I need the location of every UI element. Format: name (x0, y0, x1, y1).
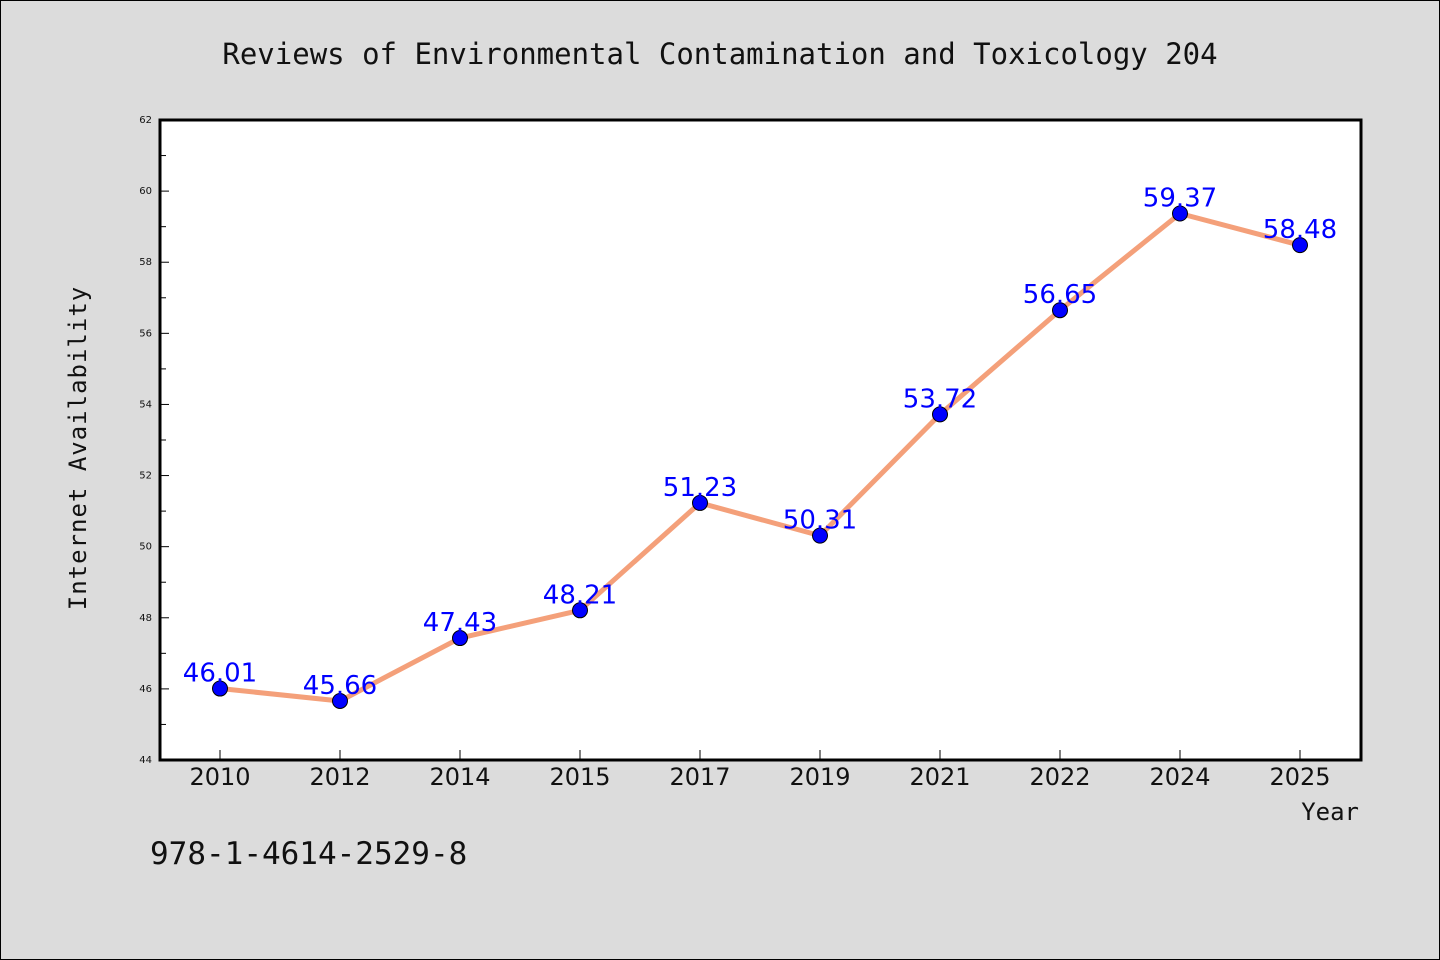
x-tick-label: 2010 (189, 763, 250, 791)
x-tick-label: 2012 (309, 763, 370, 791)
y-tick-label: 54 (139, 399, 152, 410)
data-label: 56.65 (1023, 280, 1097, 310)
x-tick-label: 2014 (429, 763, 490, 791)
data-label: 50.31 (783, 506, 857, 536)
data-label: 58.48 (1263, 215, 1337, 245)
data-point-marker (452, 630, 468, 647)
isbn-annotation: 978-1-4614-2529-8 (150, 836, 467, 872)
x-tick-label: 2021 (909, 763, 970, 791)
data-point-marker (212, 680, 228, 697)
y-tick-label: 60 (139, 186, 152, 197)
data-point-marker (932, 406, 948, 423)
data-point-marker (332, 692, 348, 709)
y-tick-label: 50 (139, 542, 152, 553)
x-axis-ticks: 2010 2012 2014 2015 2017 2019 2021 2022 2024 2025 (189, 750, 1331, 791)
x-tick-label: 2017 (669, 763, 730, 791)
y-tick-label: 44 (139, 755, 152, 766)
y-tick-label: 52 (139, 471, 152, 482)
series-line (217, 211, 1303, 704)
series-layer: 46.01 45.66 47.43 48.21 51.23 50.31 53.72 56.65… (183, 184, 1337, 709)
data-label: 53.72 (903, 384, 977, 414)
x-tick-label: 2015 (549, 763, 610, 791)
x-tick-label: 2019 (789, 763, 850, 791)
y-tick-label: 48 (139, 613, 152, 624)
data-point-marker (1172, 205, 1188, 222)
y-tick-label: 62 (139, 115, 152, 126)
y-tick-label: 58 (139, 257, 152, 268)
data-point-marker (692, 494, 708, 511)
x-tick-label: 2025 (1269, 763, 1330, 791)
data-point-marker (1292, 237, 1308, 254)
data-point-marker (1052, 302, 1068, 319)
data-label: 59.37 (1143, 184, 1217, 214)
x-tick-label: 2022 (1029, 763, 1090, 791)
data-label: 48.21 (543, 580, 617, 610)
data-point-marker (812, 527, 828, 544)
y-axis-ticks: 44 46 48 50 52 54 56 58 60 62 (139, 115, 169, 766)
y-tick-label: 46 (139, 684, 152, 695)
data-label: 47.43 (423, 608, 497, 638)
x-tick-label: 2024 (1149, 763, 1210, 791)
data-label: 46.01 (183, 659, 257, 689)
chart-title: Reviews of Environmental Contamination a… (222, 37, 1217, 71)
data-label: 51.23 (663, 473, 737, 503)
data-label: 45.66 (303, 671, 377, 701)
y-tick-label: 56 (139, 328, 152, 339)
data-point-marker (572, 602, 588, 619)
y-axis-label: Internet Availability (64, 286, 92, 610)
x-axis-label: Year (1301, 798, 1359, 826)
